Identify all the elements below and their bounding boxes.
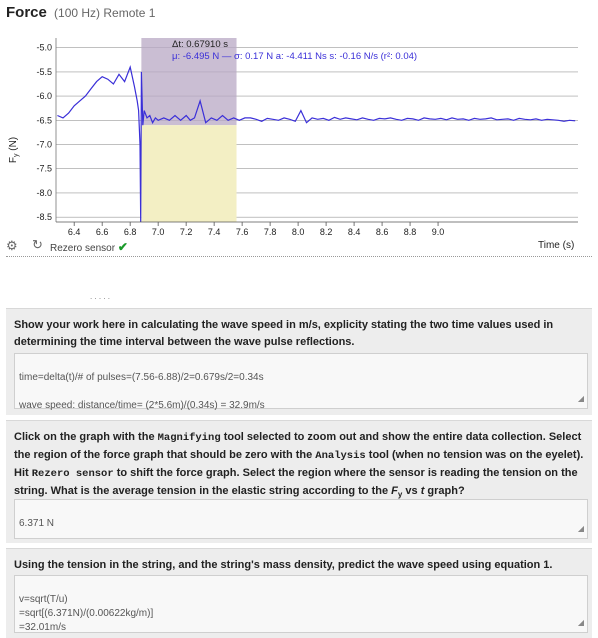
x-tick-label: 7.0 — [152, 227, 165, 237]
y-axis-subscript: y — [13, 153, 20, 157]
y-tick-label: -7.5 — [36, 164, 52, 174]
x-tick-label: 8.0 — [292, 227, 305, 237]
x-tick-labels: 6.4 6.6 6.8 7.0 7.2 7.4 7.6 7.8 8.0 8.2 8.4 8.6 8.8 9… — [68, 222, 444, 237]
question-text-1: Show your work here in calculating the w… — [14, 319, 554, 348]
graph-subtitle: (100 Hz) Remote 1 — [54, 6, 156, 20]
question-block-3: Using the tension in the string, and the… — [6, 548, 592, 638]
x-tick-label: 7.2 — [180, 227, 193, 237]
analysis-tool-name: Analysis — [315, 450, 366, 462]
answer-field-1[interactable]: time=delta(t)/# of pulses=(7.56-6.88)/2=… — [14, 353, 588, 411]
x-tick-label: 7.8 — [264, 227, 277, 237]
x-tick-label: 8.4 — [348, 227, 361, 237]
cropped-text-fragment: . . . . . — [90, 292, 111, 301]
answer-field-3[interactable]: v=sqrt(T/u) =sqrt[(6.371N)/(0.00622kg/m)… — [14, 575, 588, 633]
rezero-icon[interactable]: ↻ — [32, 237, 43, 252]
x-tick-label: 7.4 — [208, 227, 221, 237]
force-graph[interactable]: -5.0-5.5-6.0-6.5-7.0-7.5-8.0-8.5 6.4 6.6 6… — [0, 0, 598, 256]
resize-handle-icon[interactable]: ◢ — [577, 618, 584, 627]
answer-text-1: time=delta(t)/# of pulses=(7.56-6.88)/2=… — [19, 372, 265, 411]
svg-text:Fy (N): Fy (N) — [8, 137, 20, 163]
selection-area-fill — [141, 125, 237, 222]
graph-title: Force — [6, 4, 47, 21]
y-tick-label: -5.5 — [36, 67, 52, 77]
y-axis-symbol: F — [8, 157, 19, 163]
question-block-1: Show your work here in calculating the w… — [6, 308, 592, 415]
rezero-sensor-label: Rezero sensor — [50, 243, 116, 254]
y-tick-label: -8.0 — [36, 188, 52, 198]
x-axis-label: Time (s) — [538, 240, 575, 251]
question-text-3: Using the tension in the string, and the… — [14, 559, 553, 571]
question-text-2: Click on the graph with the Magnifying t… — [14, 431, 584, 500]
grid-lines — [56, 47, 578, 218]
divider — [6, 256, 592, 257]
rezero-sensor-button[interactable]: Rezero sensor ✔ — [50, 240, 128, 254]
y-tick-label: -8.5 — [36, 212, 52, 222]
delta-t-readout: Δt: 0.67910 s — [172, 39, 228, 50]
force-data-line — [57, 65, 576, 223]
y-tick-label: -7.0 — [36, 140, 52, 150]
resize-handle-icon[interactable]: ◢ — [577, 524, 584, 533]
x-tick-label: 7.6 — [236, 227, 249, 237]
x-tick-label: 6.6 — [96, 227, 109, 237]
rezero-tool-name: Rezero sensor — [31, 468, 114, 480]
x-tick-label: 8.8 — [404, 227, 417, 237]
graph-title-row: Force (100 Hz) Remote 1 — [6, 4, 155, 21]
question-block-2: Click on the graph with the Magnifying t… — [6, 420, 592, 543]
y-tick-label: -5.0 — [36, 43, 52, 53]
gear-icon[interactable]: ⚙ — [6, 238, 18, 253]
x-tick-label: 6.4 — [68, 227, 81, 237]
x-tick-label: 9.0 — [432, 227, 445, 237]
resize-handle-icon[interactable]: ◢ — [577, 394, 584, 403]
answer-text-2: 6.371 N — [19, 518, 55, 529]
analysis-stats: μ: -6.495 N — σ: 0.17 N a: -4.411 Ns s: … — [172, 51, 417, 62]
answer-text-3: v=sqrt(T/u) =sqrt[(6.371N)/(0.00622kg/m)… — [19, 594, 154, 633]
y-tick-label: -6.5 — [36, 115, 52, 125]
y-axis-unit: (N) — [8, 137, 19, 151]
answer-field-2[interactable]: 6.371 N ◢ — [14, 499, 588, 539]
magnifying-tool-name: Magnifying — [157, 432, 221, 444]
x-tick-label: 8.2 — [320, 227, 333, 237]
y-tick-labels: -5.0 -5.5 -6.0 -6.5 -7.0 -7.5 -8.0 -8.5 — [36, 43, 52, 222]
x-tick-label: 6.8 — [124, 227, 137, 237]
check-icon: ✔ — [117, 240, 128, 254]
y-tick-label: -6.0 — [36, 91, 52, 101]
x-tick-label: 8.6 — [376, 227, 389, 237]
selection-region[interactable] — [141, 38, 237, 126]
y-axis-label: Fy (N) — [8, 137, 20, 163]
